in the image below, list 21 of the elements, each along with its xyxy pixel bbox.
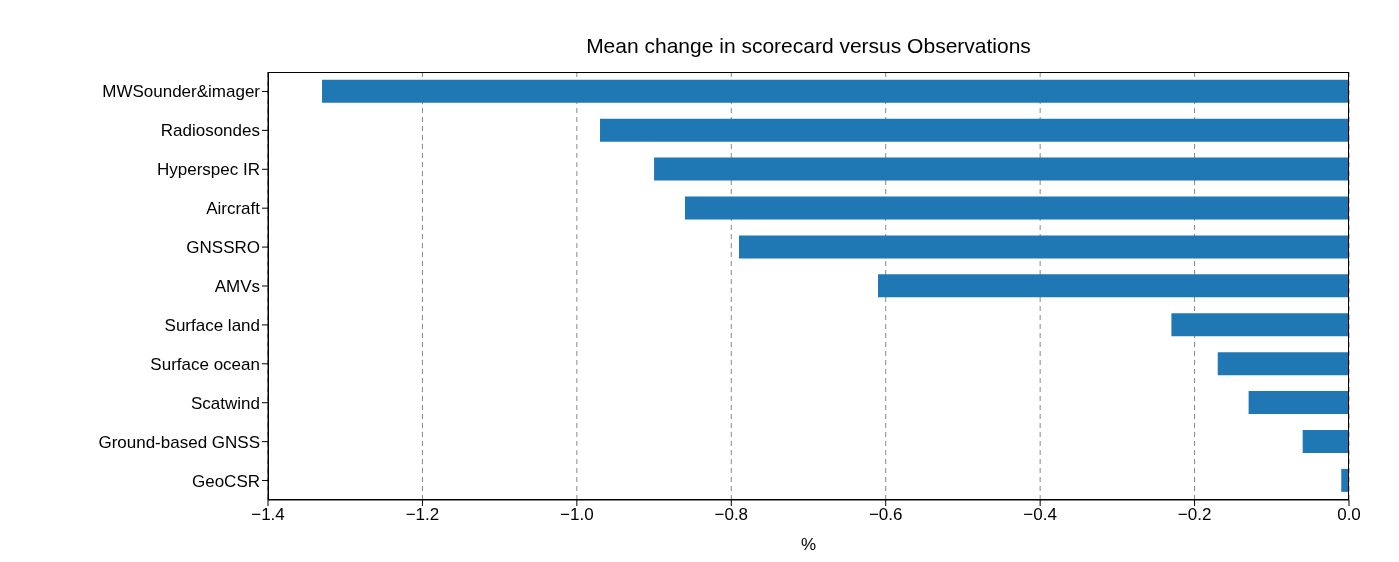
x-tick-label: −1.2 [405,505,440,525]
y-tick-label: Surface ocean [150,354,260,374]
x-tick-label: −0.6 [868,505,903,525]
y-tick-label: Radiosondes [160,121,260,141]
x-tick-label: −1.4 [251,505,285,525]
y-tick-label: Aircraft [206,199,261,219]
y-tick-label: Ground-based GNSS [98,432,260,452]
y-tick-label: AMVs [214,277,260,297]
x-tick-label: 0.0 [1337,505,1361,525]
x-tick-label: −0.2 [1177,505,1212,525]
y-tick-label: MWSounder&imager [102,82,261,102]
chart-title: Mean change in scorecard versus Observations [585,34,1032,58]
x-tick-label: −0.4 [1023,505,1057,525]
x-tick-label: −1.0 [560,505,594,525]
y-tick-label: Hyperspec IR [157,160,260,180]
y-tick-label: GeoCSR [191,471,260,491]
y-tick-label: Surface land [164,315,260,335]
y-tick-label: GNSSRO [186,238,260,258]
x-tick-label: −0.8 [714,505,749,525]
y-tick-label: Scatwind [191,393,260,413]
x-axis-title: % [800,535,817,554]
